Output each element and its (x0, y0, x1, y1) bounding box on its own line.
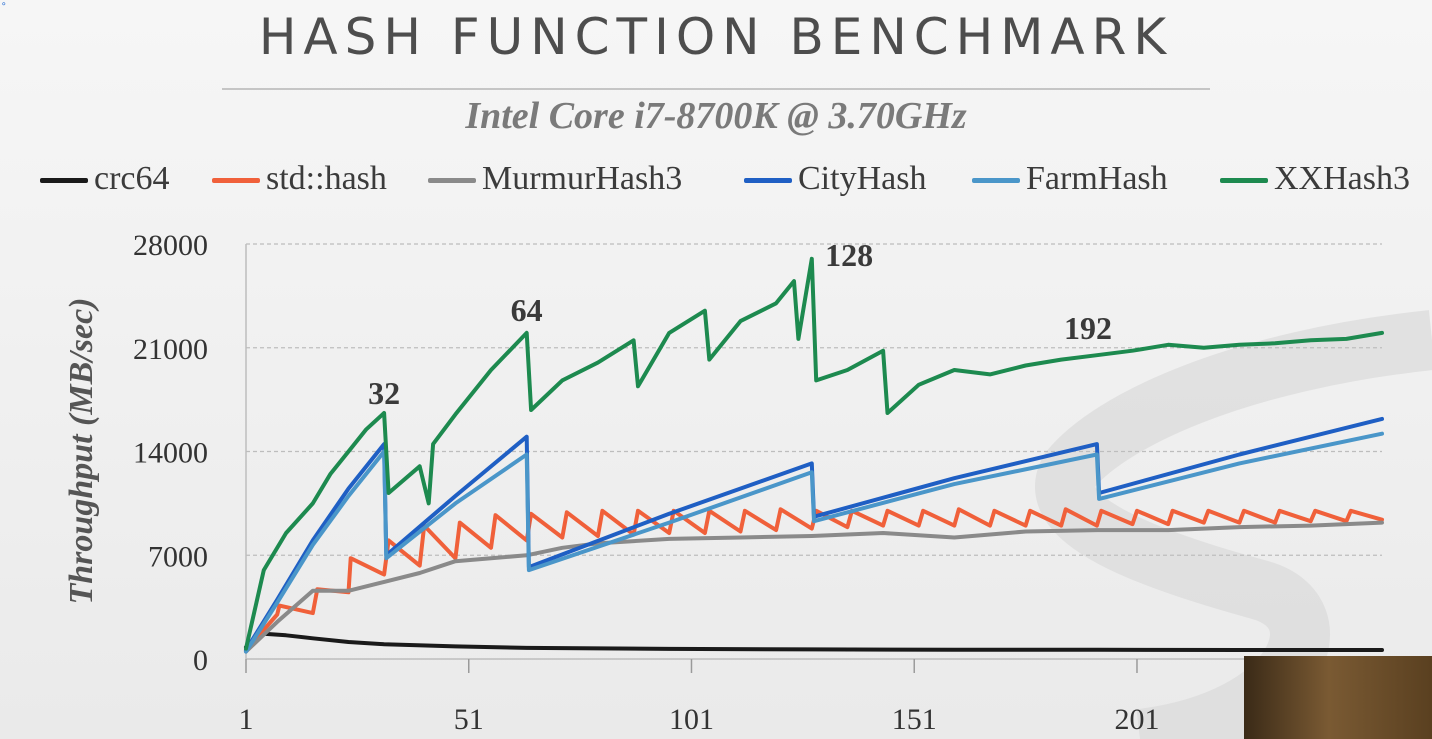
x-tick-label: 51 (454, 703, 484, 736)
y-tick-label: 7000 (148, 540, 208, 573)
legend-swatch (212, 178, 260, 183)
legend-swatch (744, 178, 792, 183)
x-tick-label: 201 (1114, 703, 1159, 736)
legend-label: crc64 (94, 160, 170, 197)
legend-label: MurmurHash3 (482, 160, 683, 197)
legend-label: XXHash3 (1274, 160, 1410, 197)
legend-label: FarmHash (1026, 160, 1168, 197)
y-tick-label: 28000 (133, 229, 208, 262)
series-line-xxhash3 (244, 256, 1384, 651)
annotation-label: 32 (368, 375, 400, 411)
legend-swatch (972, 178, 1020, 183)
chart-title: HASH FUNCTION BENCHMARK (258, 8, 1174, 66)
legend-swatch (40, 178, 88, 183)
legend-swatch (428, 178, 476, 183)
video-thumbnail-corner (1244, 656, 1432, 739)
annotation-label: 128 (825, 237, 873, 273)
y-tick-label: 21000 (133, 333, 208, 366)
series-line-murmurhash3 (244, 520, 1384, 654)
chart-subtitle: Intel Core i7-8700K @ 3.70GHz (465, 95, 967, 137)
annotation-label: 64 (511, 292, 543, 328)
x-tick-label: 151 (892, 703, 937, 736)
y-tick-label: 14000 (133, 437, 208, 470)
y-tick-label: 0 (193, 644, 208, 677)
legend-label: std::hash (266, 160, 387, 197)
x-tick-label: 101 (669, 703, 714, 736)
y-axis-label: Throughput (MB/sec) (63, 298, 100, 605)
legend-label: CityHash (798, 160, 927, 197)
annotation-label: 192 (1064, 310, 1112, 346)
legend-swatch (1220, 178, 1268, 183)
info-icon: ⚬ (0, 0, 8, 10)
series-line-crc64 (244, 631, 1384, 652)
title-divider (222, 88, 1210, 90)
x-tick-label: 1 (239, 703, 254, 736)
series-line-farmhash (244, 431, 1384, 654)
